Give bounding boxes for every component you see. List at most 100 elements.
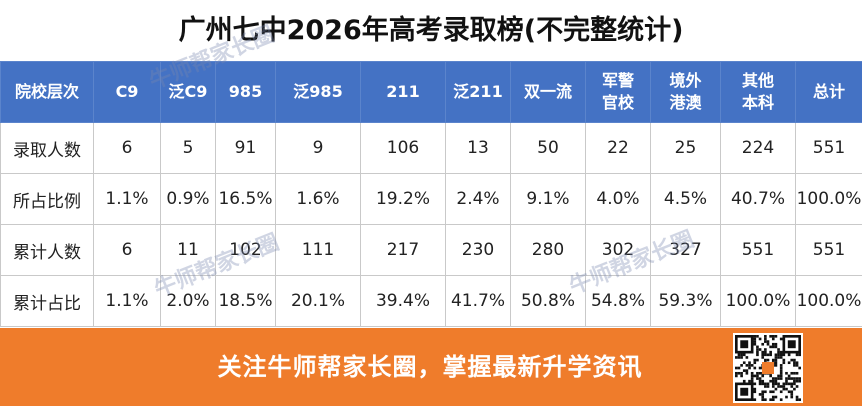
qr-module xyxy=(735,371,738,375)
qr-module xyxy=(764,382,767,386)
qr-module xyxy=(793,387,796,391)
qr-module xyxy=(787,382,791,386)
table-cell: 551 xyxy=(795,224,862,276)
qr-module xyxy=(777,385,780,388)
qr-module xyxy=(766,385,770,388)
qr-module xyxy=(745,369,749,372)
qr-module xyxy=(756,350,759,354)
table-cell: 4.5% xyxy=(650,173,721,225)
qr-module xyxy=(737,356,741,359)
table-cell: 22 xyxy=(585,122,651,174)
qr-module xyxy=(790,385,794,388)
qr-module xyxy=(745,371,749,375)
qr-module xyxy=(740,371,743,375)
qr-module xyxy=(782,361,786,365)
qr-module xyxy=(787,353,791,357)
qr-module xyxy=(742,379,746,383)
qr-module xyxy=(758,371,762,375)
qr-module xyxy=(756,335,759,338)
qr-module xyxy=(779,374,783,378)
qr-module xyxy=(782,382,786,386)
qr-module xyxy=(737,371,741,375)
table-cell: 1.6% xyxy=(275,173,361,225)
table-cell: 41.7% xyxy=(445,275,511,327)
qr-module xyxy=(742,369,746,372)
qr-module xyxy=(753,335,757,338)
table-cell: 224 xyxy=(720,122,796,174)
qr-module xyxy=(779,385,783,388)
qr-module xyxy=(771,337,775,341)
table-row: 累计人数 6 11 102 111 217 230 280 302 327 551 551 xyxy=(0,224,862,276)
qr-module xyxy=(756,353,759,357)
qr-module xyxy=(750,364,754,367)
admission-table: 院校层次 C9 泛C9 985 泛985 211 泛211 双一流 军警官校 境外港澳 其他本科 总计… xyxy=(0,61,862,327)
table-cell: 9 xyxy=(275,122,361,174)
qr-module xyxy=(740,340,749,349)
qr-module xyxy=(798,398,801,401)
table-cell: 59.3% xyxy=(650,275,721,327)
qr-module xyxy=(785,377,788,380)
qr-module xyxy=(745,364,749,367)
qr-module xyxy=(779,398,783,401)
table-cell: 16.5% xyxy=(215,173,276,225)
column-header-text: 泛C9 xyxy=(168,82,208,101)
table-cell: 230 xyxy=(445,224,511,276)
qr-module xyxy=(766,358,770,362)
qr-module xyxy=(753,340,757,343)
qr-module xyxy=(787,390,791,394)
qr-module xyxy=(777,374,780,378)
column-header-text: 总计 xyxy=(812,82,845,101)
qr-module xyxy=(764,398,767,401)
table-cell: 91 xyxy=(215,122,276,174)
qr-module xyxy=(764,348,767,351)
table-cell: 13 xyxy=(445,122,511,174)
column-header: 泛985 xyxy=(275,61,361,123)
table-cell: 327 xyxy=(650,224,721,276)
qr-module xyxy=(761,398,765,401)
column-header: 泛C9 xyxy=(160,61,216,123)
row-header: 录取人数 xyxy=(0,122,94,174)
qr-module xyxy=(779,377,783,380)
qr-module xyxy=(758,379,762,383)
qr-module xyxy=(790,382,794,386)
column-header: 院校层次 xyxy=(0,61,94,123)
column-header: 军警官校 xyxy=(585,61,651,123)
qr-module xyxy=(756,358,759,362)
qr-module xyxy=(766,342,770,346)
table-cell: 102 xyxy=(215,224,276,276)
qr-module xyxy=(774,361,778,365)
table-cell: 19.2% xyxy=(360,173,446,225)
table-cell: 11 xyxy=(160,224,216,276)
qr-module xyxy=(756,374,759,378)
qr-module xyxy=(748,364,751,367)
qr-module xyxy=(771,342,775,346)
qr-module xyxy=(764,350,767,354)
table-cell: 217 xyxy=(360,224,446,276)
qr-module xyxy=(790,377,794,380)
qr-module xyxy=(777,350,780,354)
qr-module xyxy=(774,382,778,386)
qr-module xyxy=(758,337,762,341)
qr-module xyxy=(795,377,799,380)
qr-module xyxy=(777,377,780,380)
table-cell: 39.4% xyxy=(360,275,446,327)
table-cell: 50.8% xyxy=(510,275,586,327)
qr-module xyxy=(785,387,788,391)
table-cell: 551 xyxy=(720,224,796,276)
column-header-text: C9 xyxy=(115,82,139,101)
qr-module xyxy=(787,377,791,380)
table-cell: 100.0% xyxy=(795,173,862,225)
table-cell: 4.0% xyxy=(585,173,651,225)
qr-module xyxy=(753,361,757,365)
qr-module xyxy=(785,382,788,386)
column-header-text: 211 xyxy=(386,82,420,101)
qr-module xyxy=(795,364,799,367)
table-cell: 106 xyxy=(360,122,446,174)
qr-code xyxy=(733,333,803,403)
table-cell: 54.8% xyxy=(585,275,651,327)
qr-module xyxy=(758,366,762,370)
qr-module xyxy=(758,377,762,380)
qr-module xyxy=(798,353,801,357)
qr-module xyxy=(771,335,775,338)
